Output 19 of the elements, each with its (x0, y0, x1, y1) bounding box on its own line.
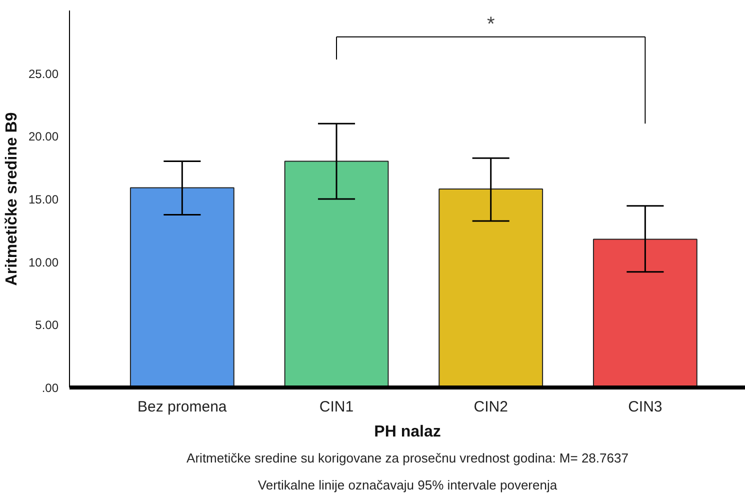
y-axis-title: Aritmetičke sredine B9 (3, 112, 20, 286)
text: Vertikalne linije označavaju 95% intervale poverenja (258, 478, 558, 492)
text: Aritmetičke sredine su korigovane za prosečnu vrednost godina: M= 28.7637 (186, 450, 628, 466)
y-tick-label: 10.00 (28, 255, 59, 270)
x-tick-label: CIN1 (319, 398, 354, 416)
x-axis-title: PH nalaz (374, 424, 441, 440)
annotation: * (486, 14, 495, 36)
bar (284, 160, 389, 388)
bar (438, 188, 544, 388)
x-tick-label: CIN2 (474, 398, 508, 416)
bar (130, 187, 234, 388)
y-tick-label: 5.00 (35, 318, 59, 332)
y-tick-label: 20.00 (28, 130, 59, 144)
y-tick-label: 25.00 (28, 66, 59, 81)
y-tick-label: 15.00 (28, 192, 59, 206)
x-tick-label: CIN3 (628, 398, 662, 416)
bar (592, 238, 698, 388)
y-tick-label: .00 (42, 381, 59, 395)
x-tick-label: Bez promena (138, 398, 228, 416)
